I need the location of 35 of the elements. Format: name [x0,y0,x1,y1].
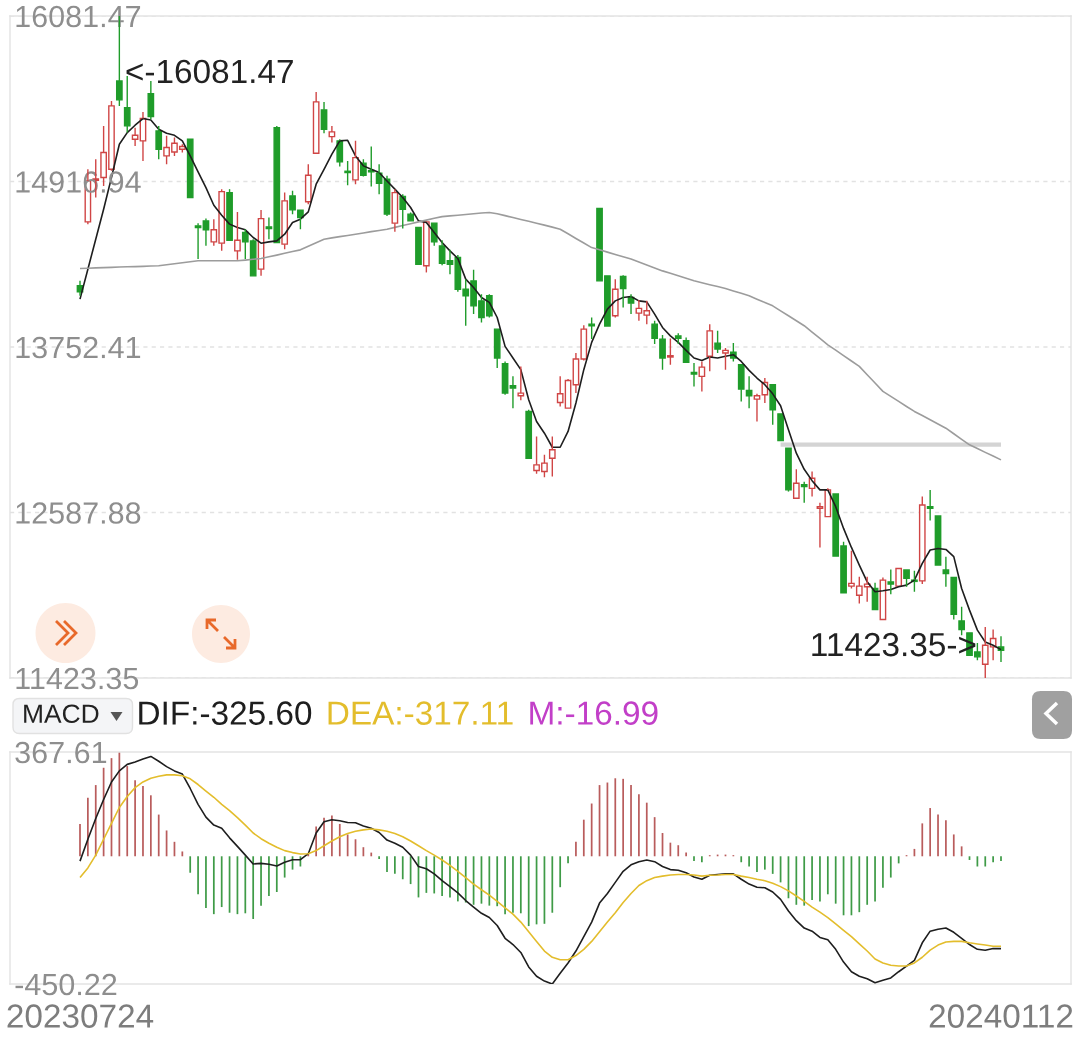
x-tick-label: 20240112 [929,1004,1073,1028]
y-tick-label: -450.22 [15,973,117,996]
candlestick [706,323,714,373]
candlestick [588,316,596,340]
series-label: M:-16.99 [530,701,658,725]
candlestick [186,138,194,199]
line-series [79,774,1002,967]
candlestick [619,275,627,309]
candlestick [926,489,934,522]
candlestick [202,217,210,247]
y-tick-label: 11423.35 [16,667,139,690]
y-tick-label: 367.61 [15,741,107,764]
candlestick [517,365,525,402]
candlestick [722,347,729,371]
candlestick [415,226,422,265]
y-tick-label: 16081.47 [16,5,141,28]
candlestick [312,91,320,154]
y-tick-label: 12587.88 [16,502,141,524]
candlestick [895,567,903,587]
candlestick [777,413,784,442]
chart-title: MACD [24,704,99,724]
candlestick [234,211,241,261]
candlestick [399,193,407,230]
candlestick [407,211,414,222]
candlestick [785,447,792,493]
candlestick [352,140,359,185]
candlestick [887,568,895,595]
candlestick [667,337,674,366]
text: DEA:-317.11 [328,701,513,725]
y-tick-label: 13752.41 [16,336,141,359]
series-label: DIF:-325.60 [139,701,312,725]
x-tick-label: 20230724 [7,1004,154,1028]
candlestick [548,435,556,478]
annotation: <-16081.47 [126,59,293,84]
candlestick [800,480,808,504]
